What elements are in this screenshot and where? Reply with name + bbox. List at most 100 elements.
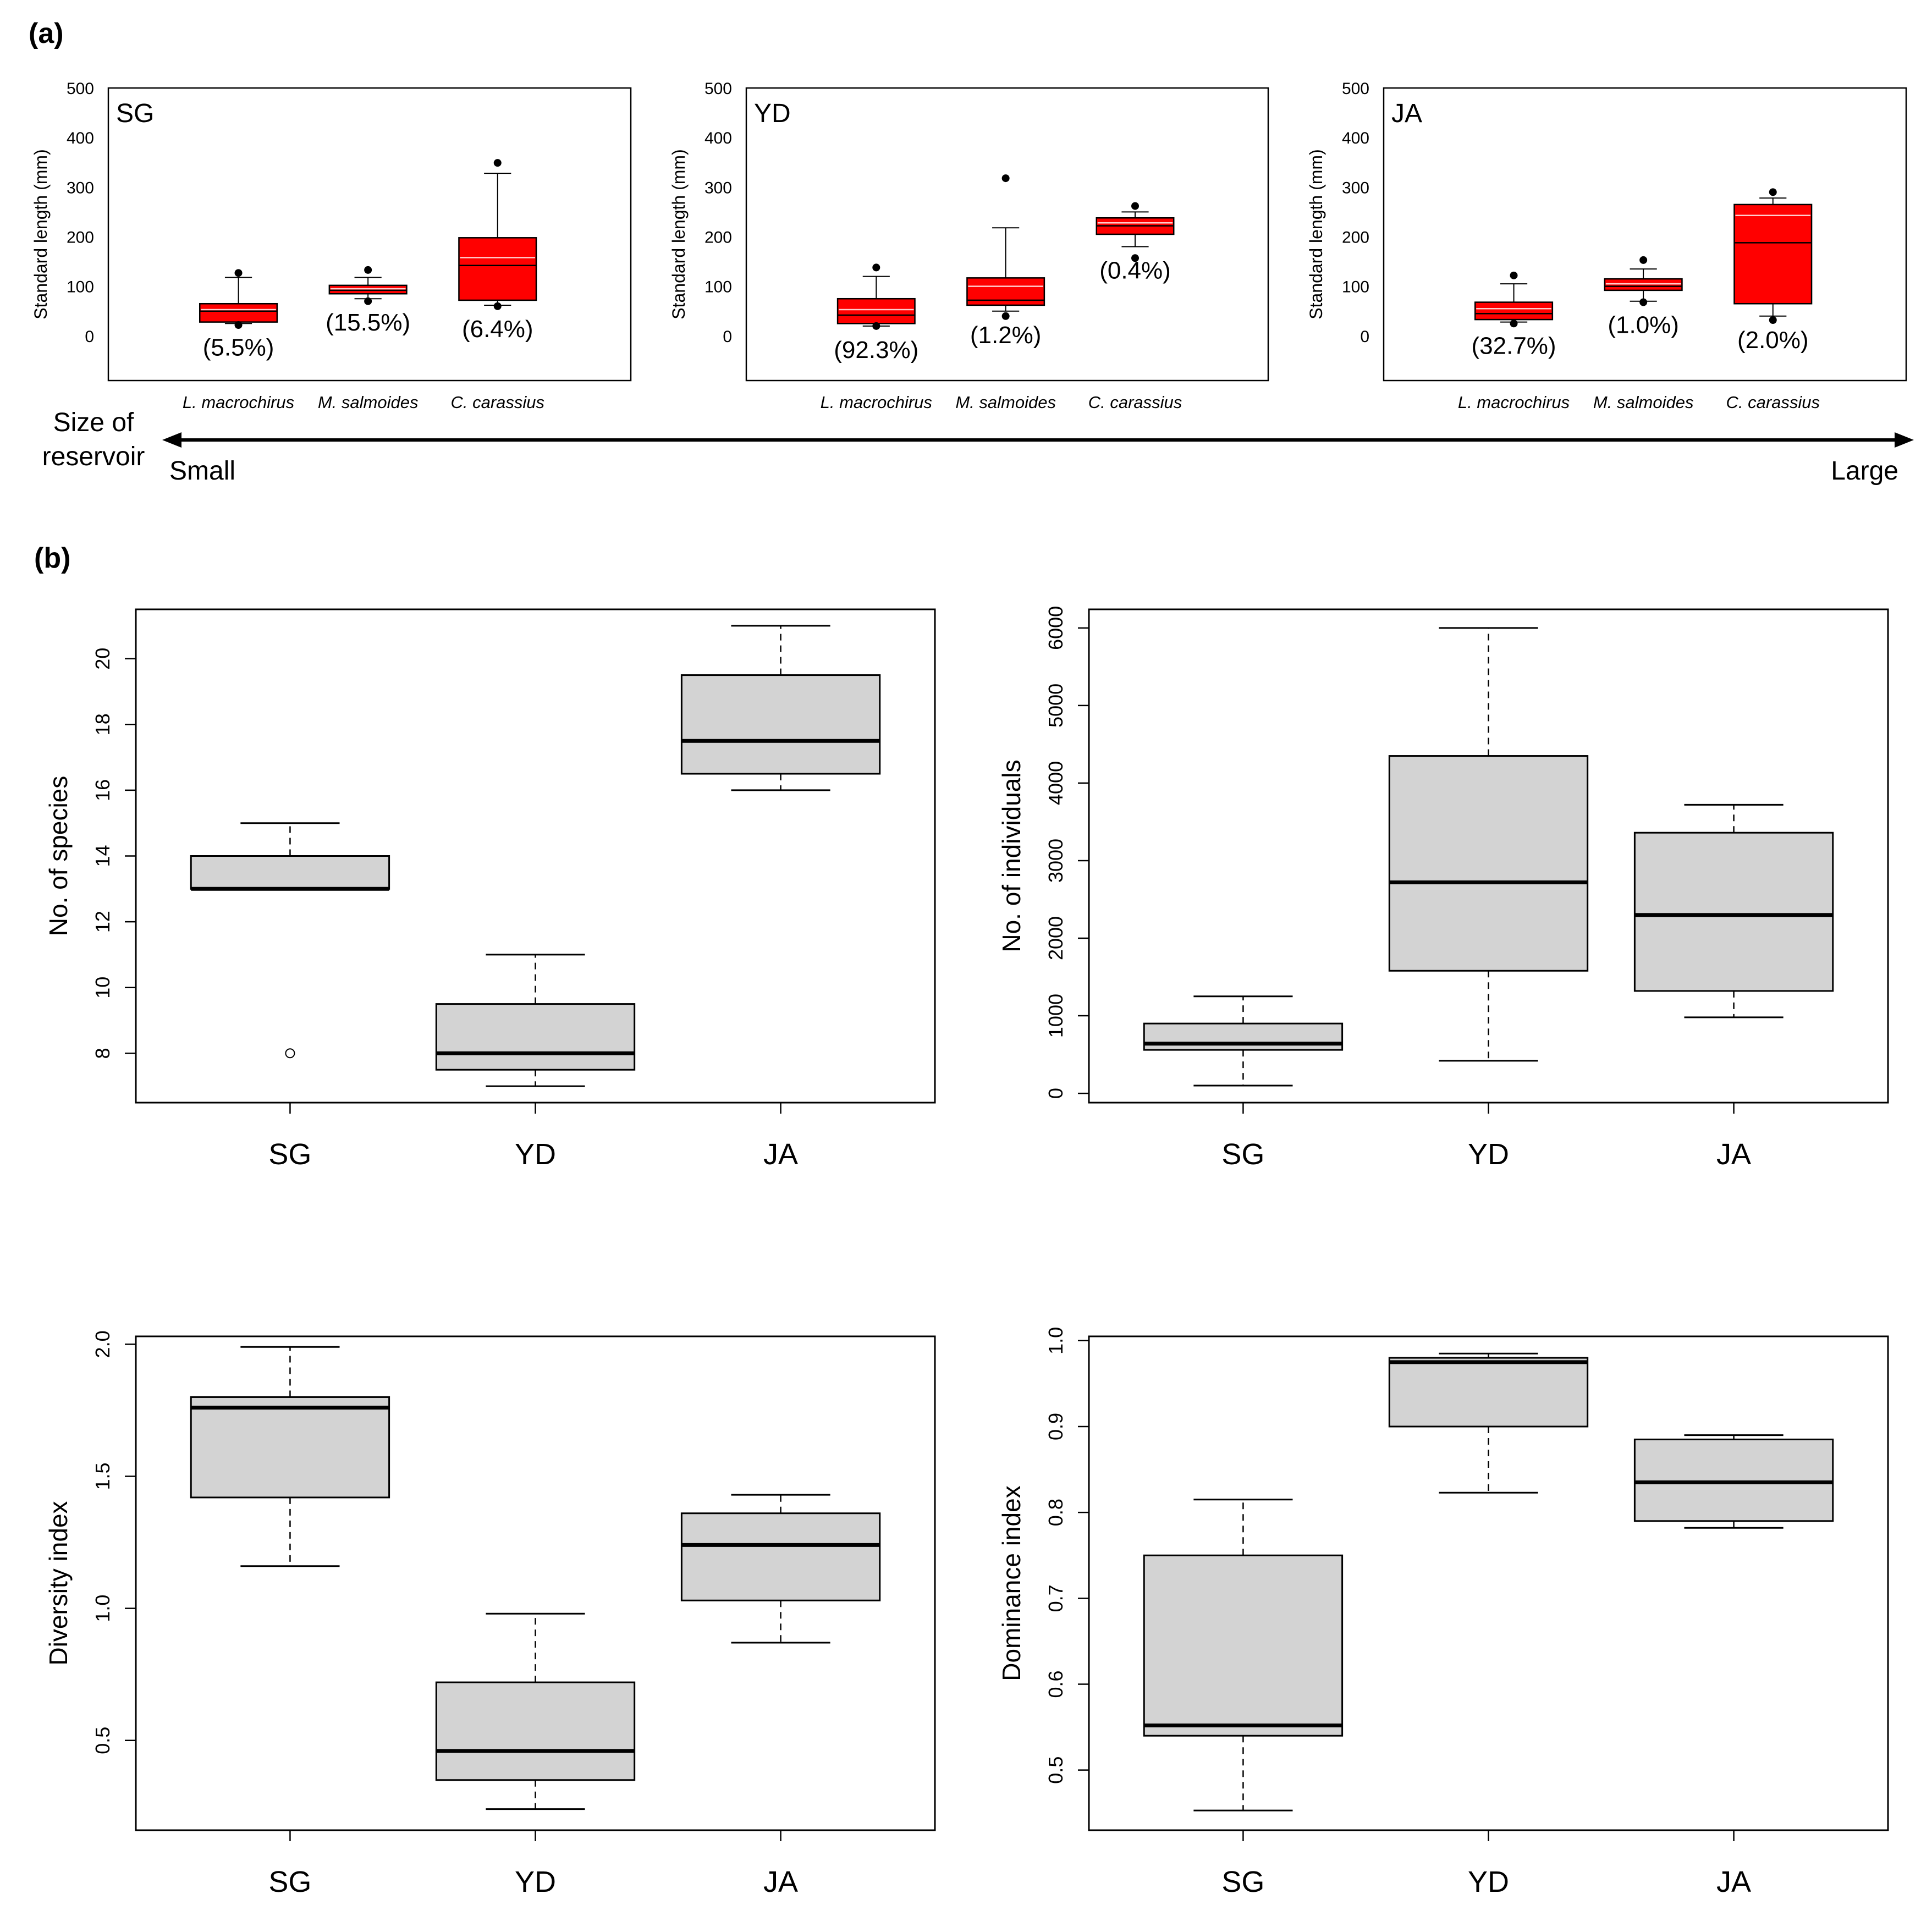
y-tick-label: 2000: [1044, 916, 1067, 960]
y-axis-label: Diversity index: [44, 1501, 73, 1665]
outlier-point: [285, 1048, 295, 1059]
y-tick-label: 0.5: [1044, 1757, 1067, 1784]
box-body: [966, 277, 1045, 306]
panel-label-a: (a): [29, 18, 64, 49]
y-tick-label: 14: [91, 845, 114, 867]
box-body: [680, 1512, 881, 1601]
box-0: [1143, 1499, 1344, 1812]
y-tick-label: 300: [704, 179, 732, 197]
category-label: C. carassius: [450, 393, 544, 412]
y-axis-label: Standard length (mm): [31, 149, 51, 319]
y-tick-label: 500: [1342, 80, 1369, 98]
y-tick-label: 1.0: [91, 1595, 114, 1622]
y-tick-label: 0.9: [1044, 1413, 1067, 1440]
percent-label: (5.5%): [203, 334, 274, 361]
y-tick-label: 1.5: [91, 1462, 114, 1490]
box-body: [435, 1003, 636, 1071]
y-tick-label: 500: [704, 80, 732, 98]
y-tick-label: 18: [91, 713, 114, 735]
box-body: [328, 284, 408, 295]
chart-b-dominance: 0.5 0.6 0.7 0.8 0.9 1.0 Dominance index SG YD JA: [997, 1327, 1889, 1898]
box-1: [435, 1612, 636, 1810]
box-body: [1388, 755, 1589, 972]
y-tick-label: 4000: [1044, 761, 1067, 805]
box-0: [190, 822, 390, 1059]
category-label: L. macrochirus: [183, 393, 294, 412]
category-label: YD: [515, 1865, 556, 1898]
box-2: [1633, 1434, 1834, 1529]
category-label: SG: [268, 1138, 311, 1171]
category-label: YD: [1468, 1865, 1509, 1898]
percent-label: (32.7%): [1472, 333, 1556, 360]
box-body: [458, 237, 537, 301]
percent-label: (0.4%): [1099, 257, 1171, 284]
y-tick-label: 6000: [1044, 606, 1067, 650]
outlier-point: [234, 321, 243, 329]
category-label: SG: [1221, 1865, 1264, 1898]
outlier-point: [1769, 316, 1777, 324]
category-label: SG: [268, 1865, 311, 1898]
y-tick-label: 0.5: [91, 1727, 114, 1754]
category-label: L. macrochirus: [1458, 393, 1570, 412]
y-tick-label: 500: [67, 80, 94, 98]
box-2: [680, 625, 881, 791]
outlier-point: [234, 269, 243, 277]
reservoir-size-axis: Size of reservoir Small Large: [42, 408, 1914, 486]
y-tick-label: 1000: [1044, 994, 1067, 1038]
outlier-point: [1510, 271, 1518, 279]
y-axis-label: Standard length (mm): [669, 149, 689, 319]
site-label: JA: [1391, 99, 1422, 128]
y-tick-label: 100: [67, 278, 94, 296]
category-label: M. salmoides: [318, 393, 419, 412]
y-tick-label: 8: [91, 1048, 114, 1059]
size-arrow-head-left: [162, 432, 181, 448]
box-1: (1.2%): [966, 174, 1045, 349]
chart-b-species: 8 10 12 14 16 18 20 No. of species SG YD JA: [44, 608, 936, 1171]
box-body: [1633, 832, 1834, 992]
chart-a-sg: 0 100 200 300 400 500 Standard length (mm) SG (5…: [31, 80, 632, 412]
plot-frame: [1383, 87, 1907, 382]
box-1: (15.5%): [326, 266, 410, 336]
box-1: [435, 954, 636, 1087]
size-label-line2: reservoir: [42, 442, 145, 471]
box-1: (1.0%): [1604, 256, 1683, 339]
y-tick-label: 12: [91, 911, 114, 933]
box-0: (5.5%): [199, 269, 278, 361]
y-axis-label: No. of individuals: [997, 759, 1026, 952]
outlier-point: [493, 302, 502, 310]
y-tick-label: 16: [91, 779, 114, 801]
box-body: [1388, 1357, 1589, 1428]
y-tick-label: 200: [1342, 229, 1369, 247]
y-tick-label: 400: [1342, 129, 1369, 147]
box-2: [680, 1494, 881, 1644]
panel-label-b: (b): [34, 542, 70, 574]
y-tick-label: 0: [85, 328, 94, 346]
y-tick-label: 200: [67, 229, 94, 247]
y-tick-label: 20: [91, 648, 114, 670]
chart-b-individuals: 0 1000 2000 3000 4000 5000 6000 No. of individu…: [997, 606, 1889, 1171]
box-0: [190, 1346, 390, 1567]
percent-label: (1.2%): [970, 322, 1042, 349]
box-body: [1604, 278, 1683, 291]
chart-b-diversity: 0.5 1.0 1.5 2.0 Diversity index SG YD JA: [44, 1330, 936, 1898]
size-small-label: Small: [169, 456, 235, 486]
box-body: [190, 855, 390, 890]
y-tick-label: 0.6: [1044, 1670, 1067, 1698]
y-tick-label: 0: [723, 328, 732, 346]
box-body: [199, 302, 278, 323]
outlier-point: [364, 266, 372, 274]
box-2: (6.4%): [458, 159, 537, 343]
outlier-point: [1131, 202, 1140, 210]
outlier-point: [1769, 188, 1777, 196]
y-tick-label: 0: [1360, 328, 1369, 346]
y-tick-label: 3000: [1044, 839, 1067, 883]
outlier-point: [1131, 254, 1140, 262]
y-tick-label: 200: [704, 229, 732, 247]
outlier-point: [872, 263, 880, 272]
category-label: C. carassius: [1088, 393, 1182, 412]
size-label-line1: Size of: [53, 408, 134, 437]
percent-label: (1.0%): [1608, 312, 1679, 339]
y-tick-label: 2.0: [91, 1330, 114, 1358]
chart-a-ja: 0 100 200 300 400 500 Standard length (mm) JA (3…: [1306, 80, 1907, 412]
